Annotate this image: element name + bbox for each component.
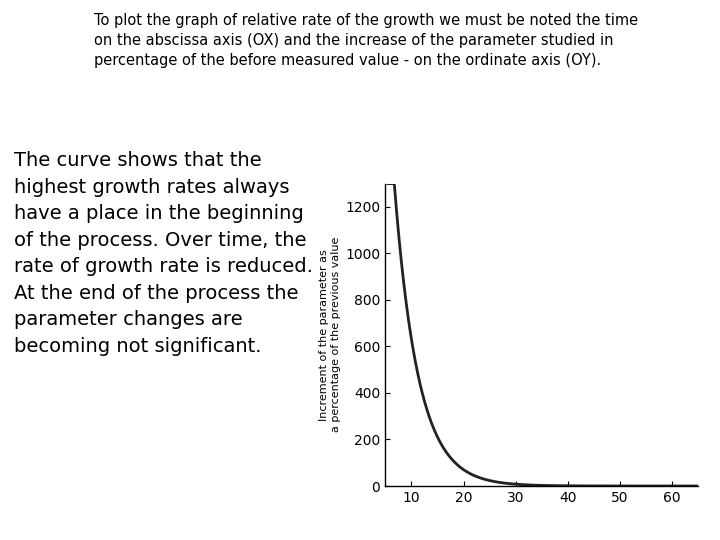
Y-axis label: Increment of the parameter as
a percentage of the previous value: Increment of the parameter as a percenta… <box>320 237 341 433</box>
Text: The curve shows that the
highest growth rates always
have a place in the beginni: The curve shows that the highest growth … <box>14 151 313 356</box>
Text: To plot the graph of relative rate of the growth we must be noted the time
on th: To plot the graph of relative rate of th… <box>94 14 638 68</box>
